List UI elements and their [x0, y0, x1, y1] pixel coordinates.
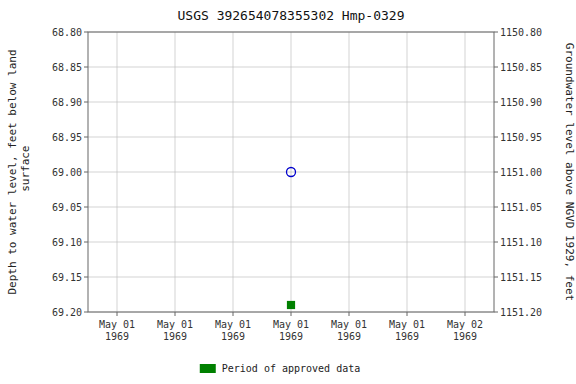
- tick-label: May 011969: [389, 319, 425, 342]
- tick: [117, 312, 118, 316]
- tick-label: 1150.80: [500, 27, 542, 38]
- title: USGS 392654078355302 Hmp-0329: [178, 8, 405, 23]
- text-line: 1969: [395, 331, 419, 342]
- tick: [84, 32, 88, 33]
- text-line: surface: [19, 146, 32, 199]
- tick: [233, 312, 234, 316]
- text-line: 1969: [221, 331, 245, 342]
- marks: [287, 168, 296, 309]
- tick: [494, 102, 498, 103]
- tick: [175, 312, 176, 316]
- tick-label: 69.10: [52, 237, 82, 248]
- series: [287, 168, 296, 177]
- text-line: 1969: [105, 331, 129, 342]
- tick: [84, 312, 88, 313]
- tick-label: 1150.90: [500, 97, 542, 108]
- tick: [494, 207, 498, 208]
- tick-label: 69.00: [52, 167, 82, 178]
- tick: [84, 277, 88, 278]
- text-line: May 01: [331, 319, 367, 330]
- tick: [494, 32, 498, 33]
- y-axis: 68.80 68.85 68.90 68.95 69.00 69.05 69.10 69.15…: [52, 27, 88, 318]
- tick: [84, 172, 88, 173]
- tick-label: 69.20: [52, 307, 82, 318]
- tick-label: May 011969: [331, 319, 367, 342]
- tick: [465, 312, 466, 316]
- tick-label: 1150.85: [500, 62, 542, 73]
- tick: [494, 242, 498, 243]
- tick-label: 68.80: [52, 27, 82, 38]
- series: [288, 302, 295, 309]
- grid-line: [349, 32, 350, 312]
- tick-label: 1151.05: [500, 202, 542, 213]
- tick: [407, 312, 408, 316]
- tick-label: 1151.00: [500, 167, 542, 178]
- plot-frame: [88, 32, 494, 312]
- text-line: May 01: [99, 319, 135, 330]
- y-axis-label: Depth to water level, feet below land su…: [6, 49, 32, 294]
- text-line: Depth to water level, feet below land: [6, 49, 19, 294]
- tick: [494, 312, 498, 313]
- grid-line: [291, 32, 292, 312]
- tick-label: May 011969: [273, 319, 309, 342]
- tick: [84, 67, 88, 68]
- tick-label: 68.95: [52, 132, 82, 143]
- text-line: 1969: [163, 331, 187, 342]
- grid-line: [117, 32, 118, 312]
- point: [288, 302, 295, 309]
- chart: 68.80 68.85 68.90 68.95 69.00 69.05 69.10 69.15…: [0, 0, 576, 384]
- text-line: May 01: [157, 319, 193, 330]
- tick: [494, 67, 498, 68]
- tick: [291, 312, 292, 316]
- tick-label: May 011969: [157, 319, 193, 342]
- tick: [494, 137, 498, 138]
- grid-line: [407, 32, 408, 312]
- tick: [84, 207, 88, 208]
- text-line: 1969: [337, 331, 361, 342]
- tick-label: May 011969: [99, 319, 135, 342]
- grid: [88, 32, 494, 312]
- tick-label: May 021969: [447, 319, 483, 342]
- tick-label: 68.85: [52, 62, 82, 73]
- text-line: May 01: [273, 319, 309, 330]
- tick: [349, 312, 350, 316]
- text-line: May 02: [447, 319, 483, 330]
- tick: [84, 242, 88, 243]
- tick-label: 1151.10: [500, 237, 542, 248]
- y2-axis: 1151.20 1151.15 1151.10 1151.05 1151.00 1150.…: [494, 27, 542, 318]
- tick-label: 1151.15: [500, 272, 542, 283]
- point: [287, 168, 296, 177]
- text-line: 1969: [279, 331, 303, 342]
- tick: [494, 277, 498, 278]
- tick: [84, 102, 88, 103]
- text-line: May 01: [215, 319, 251, 330]
- text-line: 1969: [453, 331, 477, 342]
- y2-axis-label: Groundwater level above NGVD 1929, feet: [563, 43, 576, 301]
- text-line: May 01: [389, 319, 425, 330]
- tick-label: 1150.95: [500, 132, 542, 143]
- legend: Period of approved data: [200, 363, 360, 374]
- legend-label: Period of approved data: [222, 363, 360, 374]
- background: [0, 0, 576, 384]
- legend-swatch: [200, 364, 216, 373]
- x-axis: May 011969May 011969May 011969May 011969…: [99, 312, 483, 342]
- tick: [494, 172, 498, 173]
- grid-line: [175, 32, 176, 312]
- tick-label: 69.15: [52, 272, 82, 283]
- grid-line: [465, 32, 466, 312]
- tick-label: May 011969: [215, 319, 251, 342]
- tick-label: 68.90: [52, 97, 82, 108]
- tick-label: 69.05: [52, 202, 82, 213]
- tick-label: 1151.20: [500, 307, 542, 318]
- grid-line: [233, 32, 234, 312]
- tick: [84, 137, 88, 138]
